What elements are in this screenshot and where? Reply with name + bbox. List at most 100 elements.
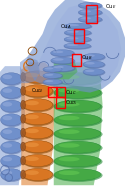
Ellipse shape bbox=[54, 114, 103, 127]
Ellipse shape bbox=[78, 17, 103, 23]
Text: Cu$_B$: Cu$_B$ bbox=[81, 53, 93, 62]
Ellipse shape bbox=[64, 37, 92, 43]
Ellipse shape bbox=[59, 88, 80, 93]
Ellipse shape bbox=[3, 157, 12, 161]
Ellipse shape bbox=[25, 156, 39, 161]
Ellipse shape bbox=[54, 169, 101, 180]
Ellipse shape bbox=[22, 127, 54, 140]
Ellipse shape bbox=[21, 114, 26, 123]
Ellipse shape bbox=[53, 58, 64, 61]
Text: Cu$_A$: Cu$_A$ bbox=[60, 22, 71, 31]
Ellipse shape bbox=[22, 155, 54, 168]
Ellipse shape bbox=[54, 86, 101, 98]
Ellipse shape bbox=[1, 169, 23, 182]
Ellipse shape bbox=[1, 73, 22, 85]
Ellipse shape bbox=[64, 36, 91, 42]
Ellipse shape bbox=[83, 54, 106, 61]
Ellipse shape bbox=[3, 88, 12, 93]
Ellipse shape bbox=[45, 80, 53, 82]
Ellipse shape bbox=[54, 100, 103, 113]
Ellipse shape bbox=[25, 87, 39, 91]
Ellipse shape bbox=[59, 116, 80, 120]
Ellipse shape bbox=[85, 70, 94, 72]
Ellipse shape bbox=[43, 73, 63, 79]
Ellipse shape bbox=[21, 170, 26, 179]
Ellipse shape bbox=[54, 73, 101, 85]
Ellipse shape bbox=[1, 141, 23, 154]
Ellipse shape bbox=[22, 99, 52, 111]
Ellipse shape bbox=[59, 75, 80, 79]
Ellipse shape bbox=[45, 74, 53, 76]
Ellipse shape bbox=[83, 69, 105, 76]
Ellipse shape bbox=[1, 87, 23, 100]
Ellipse shape bbox=[54, 169, 103, 182]
Ellipse shape bbox=[78, 10, 103, 16]
Ellipse shape bbox=[1, 100, 22, 112]
Ellipse shape bbox=[21, 142, 26, 151]
Ellipse shape bbox=[51, 50, 74, 56]
Ellipse shape bbox=[54, 155, 103, 168]
Ellipse shape bbox=[54, 155, 101, 167]
Ellipse shape bbox=[25, 129, 39, 133]
Ellipse shape bbox=[1, 155, 22, 167]
Ellipse shape bbox=[51, 65, 74, 71]
Polygon shape bbox=[21, 62, 55, 185]
Polygon shape bbox=[28, 0, 125, 93]
Ellipse shape bbox=[3, 170, 12, 175]
Ellipse shape bbox=[83, 69, 104, 75]
Polygon shape bbox=[54, 62, 102, 185]
Ellipse shape bbox=[1, 73, 23, 86]
Text: Cu$_{D2}$: Cu$_{D2}$ bbox=[31, 86, 44, 95]
Ellipse shape bbox=[1, 169, 22, 180]
Ellipse shape bbox=[22, 169, 54, 182]
Ellipse shape bbox=[59, 143, 80, 148]
Ellipse shape bbox=[78, 2, 102, 8]
Ellipse shape bbox=[54, 73, 103, 86]
Ellipse shape bbox=[22, 85, 52, 97]
Ellipse shape bbox=[43, 67, 63, 73]
Ellipse shape bbox=[25, 73, 39, 77]
Ellipse shape bbox=[67, 37, 79, 40]
Ellipse shape bbox=[53, 66, 64, 68]
Ellipse shape bbox=[66, 44, 78, 46]
Ellipse shape bbox=[43, 80, 63, 86]
Ellipse shape bbox=[3, 129, 12, 134]
Ellipse shape bbox=[43, 79, 62, 85]
Ellipse shape bbox=[22, 113, 54, 126]
Ellipse shape bbox=[54, 128, 103, 141]
Ellipse shape bbox=[54, 114, 101, 126]
Ellipse shape bbox=[85, 62, 95, 64]
Ellipse shape bbox=[83, 61, 104, 67]
Ellipse shape bbox=[1, 128, 22, 139]
Ellipse shape bbox=[1, 100, 23, 113]
Ellipse shape bbox=[22, 168, 52, 180]
Ellipse shape bbox=[54, 141, 103, 154]
Text: Cu$_{D1}$: Cu$_{D1}$ bbox=[65, 98, 78, 108]
Ellipse shape bbox=[22, 85, 54, 98]
Ellipse shape bbox=[54, 141, 101, 153]
Polygon shape bbox=[20, 57, 40, 83]
Polygon shape bbox=[54, 60, 78, 79]
Ellipse shape bbox=[25, 143, 39, 147]
Ellipse shape bbox=[1, 128, 23, 141]
Ellipse shape bbox=[45, 67, 53, 70]
Ellipse shape bbox=[25, 170, 39, 175]
Ellipse shape bbox=[59, 157, 80, 161]
Ellipse shape bbox=[51, 57, 74, 64]
Ellipse shape bbox=[64, 43, 92, 50]
Ellipse shape bbox=[85, 54, 95, 57]
Ellipse shape bbox=[22, 71, 54, 84]
Ellipse shape bbox=[22, 127, 52, 139]
Ellipse shape bbox=[1, 141, 22, 153]
Ellipse shape bbox=[22, 113, 52, 125]
Ellipse shape bbox=[21, 86, 26, 95]
Ellipse shape bbox=[53, 51, 63, 53]
Ellipse shape bbox=[21, 100, 26, 109]
Ellipse shape bbox=[64, 43, 90, 49]
Ellipse shape bbox=[59, 170, 80, 175]
Ellipse shape bbox=[25, 115, 39, 119]
Ellipse shape bbox=[80, 10, 91, 12]
Ellipse shape bbox=[80, 3, 91, 6]
Ellipse shape bbox=[1, 114, 22, 126]
Ellipse shape bbox=[21, 156, 26, 165]
